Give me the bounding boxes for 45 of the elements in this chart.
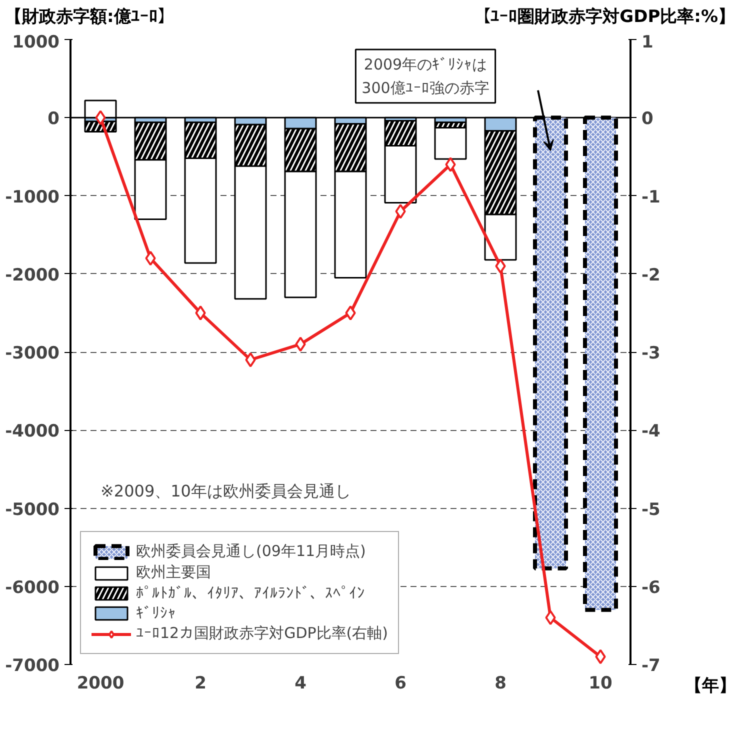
x-tick-label: 8 bbox=[494, 674, 506, 694]
point bbox=[445, 157, 456, 172]
legend-label: ﾎﾟﾙﾄｶﾞﾙ、ｲﾀﾘｱ、ｱｲﾙﾗﾝﾄﾞ、ｽﾍﾟｲﾝ bbox=[136, 584, 365, 602]
point bbox=[195, 306, 206, 321]
point bbox=[95, 110, 106, 126]
point bbox=[245, 352, 256, 368]
y-tick-label: -7000 bbox=[5, 656, 60, 676]
y-tick-label: -4000 bbox=[5, 422, 60, 442]
point bbox=[345, 306, 356, 321]
y-tick-label: -1000 bbox=[5, 188, 60, 208]
y2-tick-label: -7 bbox=[642, 656, 660, 676]
y2-tick-label: -1 bbox=[642, 188, 660, 208]
legend-label: ﾕｰﾛ12カ国財政赤字対GDP比率(右軸) bbox=[136, 624, 388, 644]
x-tick-label: 2000 bbox=[76, 674, 124, 694]
y-tick-label: -3000 bbox=[5, 344, 60, 364]
x-tick-label: 4 bbox=[294, 674, 307, 694]
point bbox=[145, 251, 156, 266]
y2-tick-label: 1 bbox=[642, 32, 654, 53]
legend-label: 欧州委員会見通し(09年11月時点) bbox=[136, 542, 366, 562]
point bbox=[295, 336, 306, 352]
y2-tick-label: -6 bbox=[642, 578, 660, 598]
y-tick-label: -2000 bbox=[5, 266, 60, 286]
y-tick-label: 1000 bbox=[12, 32, 60, 53]
y-tick-label: -5000 bbox=[5, 500, 60, 520]
y2-tick-label: -3 bbox=[642, 344, 660, 364]
y2-tick-label: 0 bbox=[642, 109, 654, 130]
x-axis-title: 【年】 bbox=[685, 675, 731, 698]
y-tick-label: 0 bbox=[48, 109, 60, 130]
y2-tick-label: -2 bbox=[642, 266, 660, 286]
x-tick-label: 6 bbox=[394, 674, 406, 694]
point bbox=[545, 610, 556, 626]
y-axis-title: 【財政赤字額:億ﾕｰﾛ】 bbox=[5, 6, 175, 29]
legend-label: ｷﾞﾘｼｬ bbox=[136, 604, 176, 622]
y-tick-label: -6000 bbox=[5, 578, 60, 598]
y2-tick-label: -5 bbox=[642, 500, 660, 520]
annotation: 2009年のｷﾞﾘｼｬは 300億ﾕｰﾛ強の赤字 bbox=[362, 56, 490, 98]
point bbox=[395, 204, 406, 220]
y2-axis-title: 【ﾕｰﾛ圏財政赤字対GDP比率:%】 bbox=[474, 6, 731, 29]
annotation: ※2009、10年は欧州委員会見通し bbox=[100, 482, 351, 501]
y2-tick-label: -4 bbox=[642, 422, 661, 442]
point bbox=[595, 649, 606, 664]
x-tick-label: 10 bbox=[588, 674, 612, 694]
x-tick-label: 2 bbox=[194, 674, 206, 694]
legend-label: 欧州主要国 bbox=[136, 563, 211, 582]
point bbox=[495, 258, 506, 274]
